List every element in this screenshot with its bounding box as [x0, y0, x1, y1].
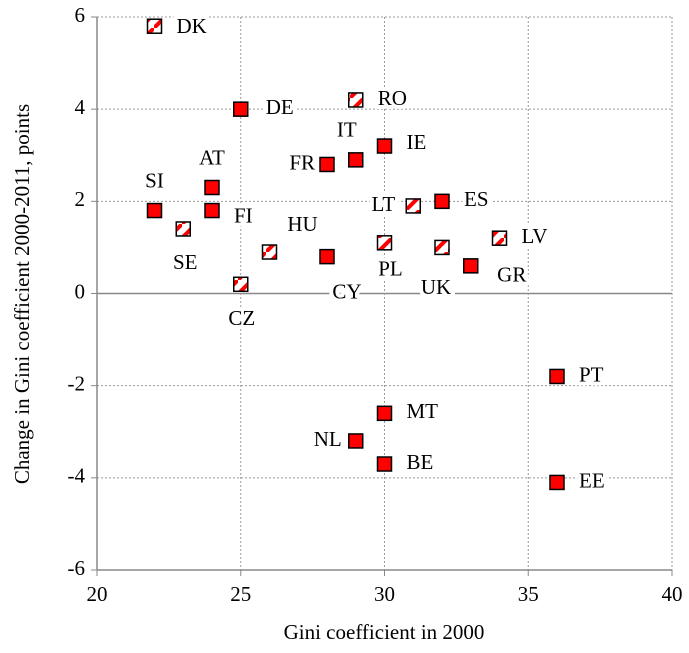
point-label: DE [266, 95, 294, 119]
point [204, 202, 220, 219]
point [233, 276, 249, 293]
point-label: LT [372, 192, 396, 216]
point-label: NL [314, 427, 342, 451]
x-tick-label: 40 [662, 582, 683, 606]
point-label: BE [407, 450, 434, 474]
point [376, 235, 393, 251]
point [146, 18, 163, 34]
y-tick-label: 4 [75, 95, 86, 119]
point [549, 474, 565, 491]
x-tick-label: 35 [518, 582, 539, 606]
point-label: HU [287, 212, 317, 236]
point-label: IT [337, 118, 357, 142]
point [376, 405, 393, 422]
point-label: LV [522, 224, 548, 248]
y-tick-label: 6 [75, 3, 86, 27]
point [549, 368, 565, 385]
point-label: FI [234, 203, 253, 227]
point [405, 198, 421, 214]
point-label: GR [497, 263, 526, 287]
point-label: IE [407, 130, 427, 154]
point [261, 244, 278, 260]
point [376, 456, 393, 472]
y-axis-title: Change in Gini coefficient 2000-2011, po… [10, 104, 34, 484]
point [491, 230, 508, 246]
x-tick-label: 25 [230, 582, 251, 606]
point-label: CY [332, 279, 361, 303]
point-label: AT [199, 145, 225, 169]
point-label: UK [421, 275, 451, 299]
point [434, 239, 450, 256]
y-tick-label: -2 [68, 371, 86, 395]
x-tick-label: 30 [374, 582, 395, 606]
point-label: RO [378, 86, 407, 110]
point [233, 101, 249, 117]
point [376, 138, 393, 154]
point-label: SI [145, 168, 164, 192]
point-label: EE [579, 468, 605, 492]
point [146, 202, 163, 219]
y-tick-label: -4 [68, 464, 86, 488]
point [319, 156, 335, 173]
point-label: ES [464, 187, 489, 211]
point [434, 193, 450, 210]
y-tick-label: -6 [68, 556, 86, 580]
x-tick-label: 20 [87, 582, 108, 606]
point [204, 179, 220, 196]
point-label: CZ [228, 306, 255, 330]
point [348, 152, 364, 168]
point [463, 258, 479, 274]
point-label: DK [177, 14, 207, 38]
point-label: MT [407, 399, 439, 423]
point [348, 433, 364, 449]
point-label: SE [173, 250, 198, 274]
point-label: PT [579, 362, 604, 386]
point [319, 248, 335, 265]
point-label: PL [378, 257, 403, 281]
point-label: FR [289, 150, 315, 174]
point [175, 221, 191, 237]
y-tick-label: 0 [75, 279, 86, 303]
x-axis-title: Gini coefficient in 2000 [284, 620, 485, 644]
point [348, 92, 364, 108]
y-tick-label: 2 [75, 187, 86, 211]
